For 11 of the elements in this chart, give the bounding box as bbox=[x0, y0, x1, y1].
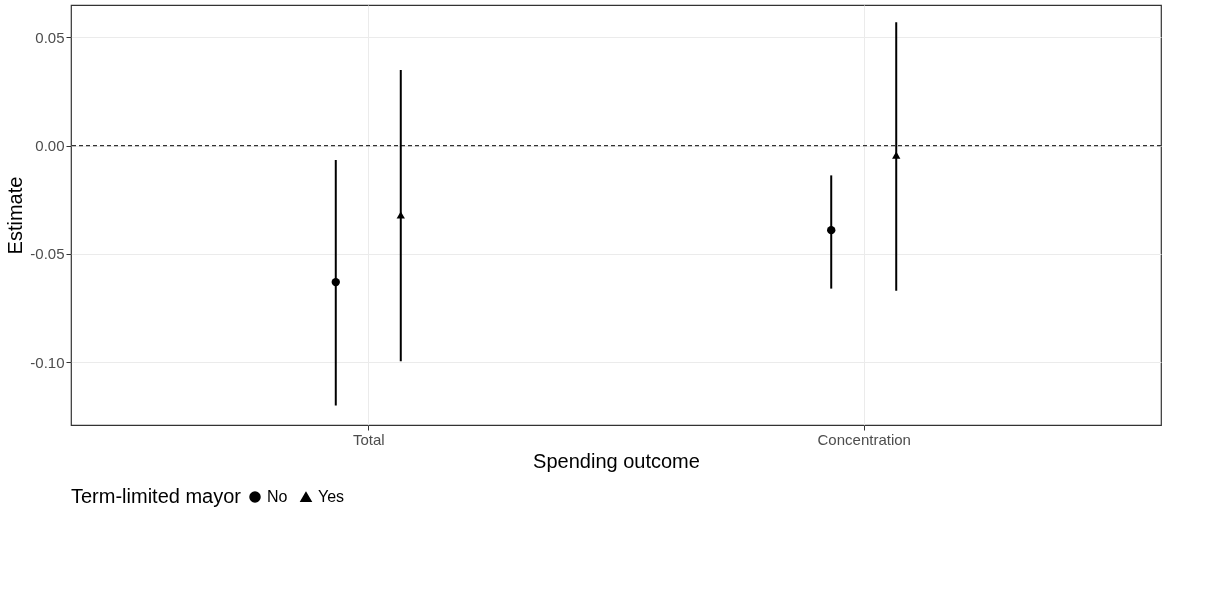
x-tick-label: Total bbox=[352, 430, 385, 448]
y-tick-label: 0.00 bbox=[35, 137, 65, 155]
y-axis-title: Estimate bbox=[4, 176, 27, 255]
y-tick-label: -0.10 bbox=[30, 353, 65, 371]
legend-title: Term-limited mayor bbox=[71, 485, 242, 507]
legend-label: No bbox=[267, 488, 288, 505]
x-tick-label: Concentration bbox=[817, 430, 911, 448]
y-tick-label: -0.05 bbox=[30, 245, 65, 263]
legend-label: Yes bbox=[318, 488, 345, 505]
y-tick-label: 0.05 bbox=[35, 28, 65, 46]
x-axis-title: Spending outcome bbox=[533, 449, 700, 472]
